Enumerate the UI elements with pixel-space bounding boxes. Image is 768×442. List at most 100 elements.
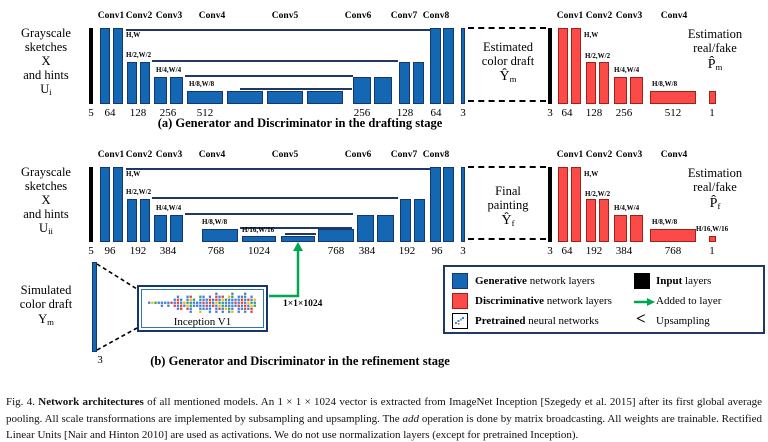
inception-architecture-sketch <box>148 292 256 313</box>
conv-bar <box>100 167 110 242</box>
conv-bar <box>377 215 394 242</box>
channel-count: 3 <box>547 245 553 257</box>
channel-count: 128 <box>585 107 603 119</box>
channel-count: 768 <box>207 245 225 257</box>
legend-item-upsampling: Upsampling <box>656 315 710 327</box>
sim-draft-input-bar <box>92 262 97 352</box>
conv-label: Conv5 <box>271 150 299 160</box>
estimation-symbol: P̂f <box>709 196 721 211</box>
scale-label: H/4,W/4 <box>156 66 182 74</box>
conv-bar <box>154 215 167 242</box>
conv-label: Conv2 <box>585 150 613 160</box>
conv-bar <box>399 62 410 104</box>
sim-draft-label-line: color draft <box>19 297 73 311</box>
skip-connection-line <box>185 75 353 77</box>
draft-box-symbol: Ŷf <box>501 213 515 228</box>
conv-label: Conv4 <box>198 11 226 21</box>
discriminative-layer-swatch <box>452 293 468 309</box>
channel-count: 64 <box>561 107 573 119</box>
input-layer-bar <box>89 167 93 242</box>
conv-label: Conv1 <box>556 11 584 21</box>
scale-label: H/4,W/4 <box>614 204 640 212</box>
conv-label: Conv3 <box>155 11 183 21</box>
conv-bar <box>614 215 627 242</box>
scale-label: H/8,W/8 <box>202 218 228 226</box>
conv-bar <box>140 62 150 104</box>
channel-count: 384 <box>159 245 177 257</box>
conv-bar <box>374 77 392 104</box>
conv-bar <box>127 199 137 242</box>
conv-label: Conv3 <box>615 150 643 160</box>
input-label-line: Grayscale <box>21 165 71 179</box>
stage-caption-b: (b) Generator and Discriminator in the r… <box>150 354 450 368</box>
skip-connection-line <box>185 213 353 215</box>
input-layer-bar <box>89 28 93 104</box>
inception-v1-label: Inception V1 <box>173 316 232 328</box>
input-label-line: sketches <box>24 179 68 193</box>
conv-label: Conv2 <box>125 150 153 160</box>
draft-box-text: painting <box>487 198 529 212</box>
conv-bar <box>443 167 454 242</box>
conv-bar <box>227 91 263 104</box>
input-layer-bar <box>548 167 552 242</box>
input-variable: Uii <box>39 221 53 236</box>
pretrained-network-icon <box>452 313 468 329</box>
sim-draft-label-line: Simulated <box>20 283 72 297</box>
conv-bar <box>187 91 223 104</box>
skip-connection-line <box>152 197 398 199</box>
conv-bar <box>154 77 167 104</box>
conv-bar <box>413 62 424 104</box>
conv-label: Conv6 <box>344 150 372 160</box>
inception-v1-box: Inception V1 <box>137 285 268 332</box>
scale-label: H/2,W/2 <box>585 52 611 60</box>
conv-label: Conv1 <box>556 150 584 160</box>
channel-count: 3 <box>547 107 553 119</box>
conv-bar <box>571 28 581 104</box>
estimation-text: Estimation <box>687 27 743 41</box>
conv-label: Conv4 <box>660 150 688 160</box>
dashed-connector <box>468 238 546 240</box>
scale-label: H,W <box>126 31 141 39</box>
conv-bar <box>630 215 643 242</box>
scale-label: H,W <box>126 170 141 178</box>
channel-count: 256 <box>159 107 177 119</box>
upsampling-icon: < <box>636 309 646 328</box>
legend: Generative network layers Discriminative… <box>443 265 765 334</box>
skip-connection-line <box>126 29 431 31</box>
skip-connection-line <box>152 60 398 62</box>
conv-label: Conv8 <box>422 150 450 160</box>
channel-count: 5 <box>88 245 94 257</box>
dashed-connector <box>468 166 546 168</box>
conv-bar <box>242 236 276 242</box>
estimation-text: Estimation <box>687 166 743 180</box>
conv-bar <box>100 28 110 104</box>
skip-connection-line <box>126 168 431 170</box>
added-to-layer-arrow-icon <box>634 298 655 306</box>
channel-count: 384 <box>358 245 376 257</box>
conv-bar <box>586 199 596 242</box>
output-layer-bar <box>461 167 465 242</box>
figure-caption: Fig. 4. Network architectures of all men… <box>6 396 762 441</box>
conv-label: Conv5 <box>271 11 299 21</box>
conv-bar <box>614 77 627 104</box>
sim-draft-variable: Ym <box>38 312 54 327</box>
conv-label: Conv3 <box>615 11 643 21</box>
conv-bar <box>630 77 643 104</box>
conv-label: Conv3 <box>155 150 183 160</box>
scale-label: H,W <box>584 170 599 178</box>
stage-caption-a: (a) Generator and Discriminator in the d… <box>157 116 443 130</box>
channel-count: 128 <box>129 107 147 119</box>
conv-bar <box>414 199 425 242</box>
channel-count: 3 <box>97 354 103 366</box>
channel-count: 192 <box>585 245 603 257</box>
conv-bar <box>443 28 454 104</box>
channel-count: 256 <box>615 107 633 119</box>
legend-item-discriminative: Discriminative network layers <box>475 295 612 307</box>
conv-bar <box>599 199 609 242</box>
channel-count: 64 <box>561 245 573 257</box>
channel-count: 64 <box>430 107 442 119</box>
channel-count: 5 <box>88 107 94 119</box>
draft-box-text: Estimated <box>483 40 533 54</box>
scale-label: H/4,W/4 <box>156 204 182 212</box>
